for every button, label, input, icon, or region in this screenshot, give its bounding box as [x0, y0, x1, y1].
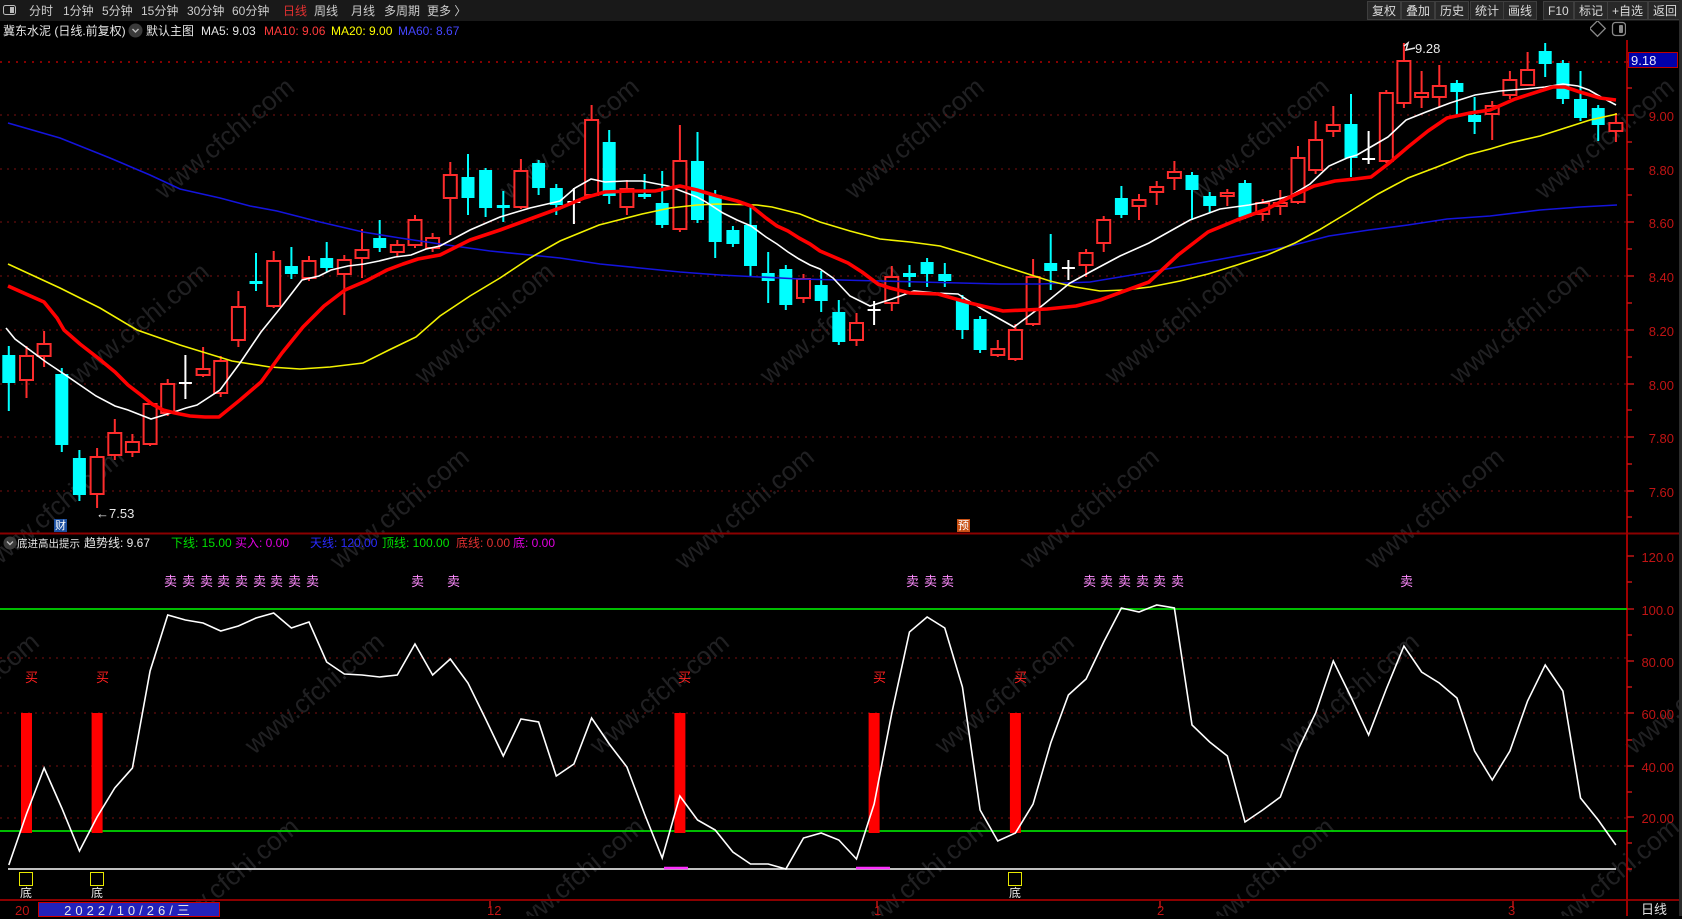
svg-text:www.cfchi.com: www.cfchi.com — [1615, 623, 1682, 762]
svg-text:www.cfchi.com: www.cfchi.com — [835, 68, 991, 207]
svg-text:www.cfchi.com: www.cfchi.com — [665, 438, 821, 577]
svg-text:www.cfchi.com: www.cfchi.com — [925, 623, 1081, 762]
svg-text:www.cfchi.com: www.cfchi.com — [1355, 438, 1511, 577]
svg-text:www.cfchi.com: www.cfchi.com — [490, 68, 646, 207]
svg-text:www.cfchi.com: www.cfchi.com — [580, 623, 736, 762]
svg-text:www.cfchi.com: www.cfchi.com — [60, 253, 216, 392]
svg-text:www.cfchi.com: www.cfchi.com — [145, 68, 301, 207]
svg-text:www.cfchi.com: www.cfchi.com — [405, 253, 561, 392]
svg-text:www.cfchi.com: www.cfchi.com — [1095, 253, 1251, 392]
svg-text:www.cfchi.com: www.cfchi.com — [235, 623, 391, 762]
svg-text:www.cfchi.com: www.cfchi.com — [1440, 253, 1596, 392]
svg-text:www.cfchi.com: www.cfchi.com — [320, 438, 476, 577]
svg-text:www.cfchi.com: www.cfchi.com — [1010, 438, 1166, 577]
